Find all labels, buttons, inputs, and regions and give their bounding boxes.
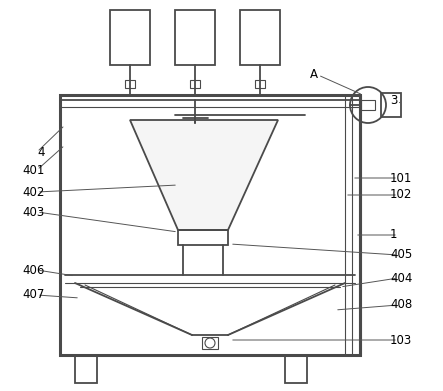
Text: 408: 408 xyxy=(390,298,412,312)
Text: 406: 406 xyxy=(23,264,45,276)
Text: 402: 402 xyxy=(23,185,45,199)
Bar xyxy=(178,230,228,245)
Text: 407: 407 xyxy=(23,289,45,301)
Text: 101: 101 xyxy=(390,172,412,185)
Bar xyxy=(110,10,150,65)
Text: 4: 4 xyxy=(38,145,45,158)
Text: 405: 405 xyxy=(390,249,412,262)
Text: 401: 401 xyxy=(23,163,45,176)
Bar xyxy=(60,95,360,355)
Text: 403: 403 xyxy=(23,206,45,219)
Bar xyxy=(175,10,215,65)
Bar xyxy=(202,337,218,349)
Bar xyxy=(125,80,135,88)
Text: A: A xyxy=(310,68,318,81)
Bar xyxy=(361,100,375,110)
Text: 102: 102 xyxy=(390,188,412,201)
Text: 404: 404 xyxy=(390,271,412,285)
Bar xyxy=(240,10,280,65)
Bar xyxy=(190,80,200,88)
Bar xyxy=(75,355,97,383)
Bar xyxy=(381,93,401,117)
Polygon shape xyxy=(130,120,278,230)
Text: 3: 3 xyxy=(390,93,397,106)
Text: 1: 1 xyxy=(390,228,397,242)
Bar xyxy=(255,80,265,88)
Bar xyxy=(285,355,307,383)
Text: 103: 103 xyxy=(390,334,412,346)
